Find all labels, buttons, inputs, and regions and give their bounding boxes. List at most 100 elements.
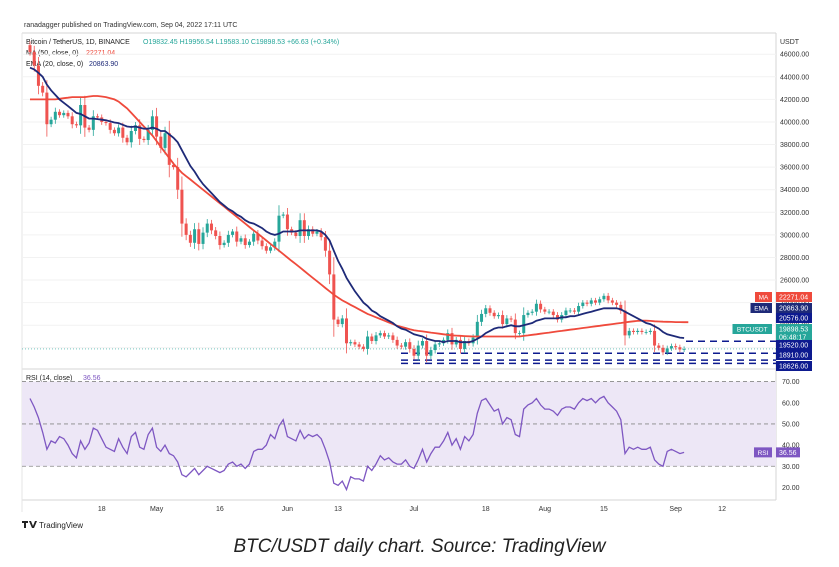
x-tick-label: 18: [482, 506, 490, 513]
candle-body: [496, 315, 500, 317]
candle-body: [606, 295, 610, 301]
price-tag-value-text: 22271.04: [779, 295, 808, 302]
candle-body: [91, 116, 95, 130]
candle-body: [433, 344, 437, 351]
candle-body: [454, 339, 458, 345]
tradingview-logo[interactable]: TradingView: [22, 521, 83, 530]
candle-body: [176, 167, 180, 190]
candle-body: [319, 231, 323, 238]
candle-body: [615, 302, 619, 305]
price-tag-name-text: EMA: [754, 306, 769, 313]
price-tick-label: 36000.00: [780, 165, 809, 172]
candle-body: [543, 309, 547, 312]
price-tick-label: 42000.00: [780, 97, 809, 104]
price-tag-name: [750, 303, 772, 313]
candle-body: [349, 342, 353, 344]
candle-body: [41, 85, 45, 93]
rsi-tick-label: 60.00: [782, 400, 800, 407]
candle-body: [370, 336, 374, 342]
candle-body: [142, 138, 146, 141]
price-tag-value-text: 18910.00: [779, 353, 808, 360]
candle-body: [408, 342, 412, 349]
candle-body: [129, 130, 133, 143]
candle-body: [395, 339, 399, 346]
candle-body: [416, 345, 420, 356]
candle-body: [572, 310, 576, 312]
x-tick-label: Jun: [282, 506, 293, 513]
candle-body: [644, 331, 648, 333]
candle-body: [32, 51, 36, 66]
candle-body: [404, 342, 408, 347]
ma50-line: [30, 95, 689, 338]
candle-body: [273, 241, 277, 248]
ohlc-label: O19832.45 H19956.54 L19583.10 C19898.53 …: [143, 39, 339, 46]
candle-body: [420, 341, 424, 346]
candle-body: [188, 234, 192, 243]
candle-body: [619, 304, 623, 311]
candle-body: [361, 346, 365, 349]
candle-body: [281, 214, 285, 216]
rsi-tag-name-text: RSI: [758, 450, 769, 457]
x-tick-label: Sep: [669, 506, 682, 513]
candle-body: [62, 112, 66, 116]
candle-body: [294, 232, 298, 237]
candle-body: [315, 231, 319, 234]
candle-body: [518, 333, 522, 334]
candle-body: [209, 223, 213, 231]
candle-body: [311, 229, 315, 234]
price-tick-label: 30000.00: [780, 232, 809, 239]
candle-body: [564, 310, 568, 316]
candle-body: [323, 237, 327, 251]
candle-body: [463, 341, 467, 349]
price-tag-value: [776, 313, 812, 323]
rsi-band: [22, 381, 776, 467]
x-tick-label: 15: [600, 506, 608, 513]
candle-body: [66, 112, 70, 117]
candle-body: [640, 330, 644, 332]
candle-body: [589, 300, 593, 304]
price-tick-label: 38000.00: [780, 142, 809, 149]
candle-body: [104, 121, 108, 124]
candle-body: [70, 116, 74, 125]
price-tag-countdown-text: 06:48:17: [779, 335, 806, 342]
candle-body: [581, 302, 585, 307]
candle-body: [256, 233, 260, 241]
x-tick-label: 12: [718, 506, 726, 513]
x-tick-label: Jul: [410, 506, 419, 513]
price-tag-value: [776, 303, 812, 313]
candle-body: [399, 345, 403, 347]
candle-body: [505, 318, 509, 325]
candle-body: [568, 310, 572, 312]
price-tick-label: 44000.00: [780, 74, 809, 81]
candle-body: [307, 229, 311, 237]
x-tick-label: 16: [216, 506, 224, 513]
candle-body: [610, 300, 614, 303]
rsi-tick-label: 50.00: [782, 421, 800, 428]
rsi-tick-label: 20.00: [782, 485, 800, 492]
candle-body: [125, 137, 129, 143]
candle-body: [382, 333, 386, 337]
ma-label: MA (50, close, 0): [26, 50, 79, 57]
candle-body: [184, 223, 188, 235]
candle-body: [264, 246, 268, 251]
candle-body: [492, 312, 496, 317]
price-tag-value: [776, 292, 812, 302]
candle-body: [429, 350, 433, 356]
candle-body: [201, 232, 205, 244]
candle-body: [79, 105, 83, 126]
candle-body: [269, 247, 273, 251]
candle-body: [239, 238, 243, 242]
candle-body: [53, 111, 57, 120]
candle-body: [353, 342, 357, 345]
candle-body: [585, 302, 589, 304]
candle-body: [593, 300, 597, 303]
candle-body: [526, 312, 530, 316]
candle-body: [653, 330, 657, 346]
price-tag-value-text: 19898.53: [779, 327, 808, 334]
candle-body: [285, 214, 289, 230]
candle-body: [121, 127, 125, 138]
tradingview-logo-icon: [22, 521, 37, 528]
candle-body: [551, 311, 555, 316]
candle-body: [412, 348, 416, 356]
candle-body: [117, 127, 121, 134]
